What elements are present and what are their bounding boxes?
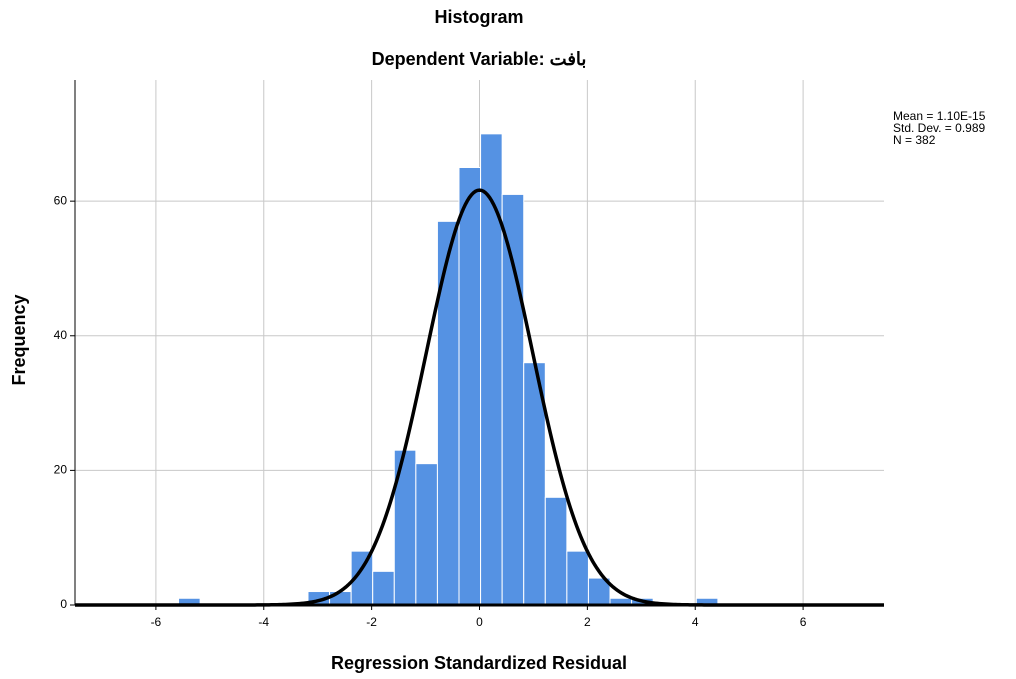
grid: [75, 80, 884, 606]
y-tick-label: 0: [60, 597, 67, 611]
bar: [566, 550, 589, 606]
y-tick-label: 20: [54, 463, 68, 477]
bar: [415, 463, 438, 606]
y-axis-label: Frequency: [9, 294, 29, 385]
bar: [329, 591, 352, 606]
stats-text: N = 382: [893, 133, 936, 147]
stats-text: Std. Dev. = 0.989: [893, 121, 985, 135]
y-tick-label: 60: [54, 193, 68, 207]
x-tick-label: 2: [584, 615, 591, 629]
x-tick-label: -6: [151, 615, 162, 629]
x-tick-label: -4: [258, 615, 269, 629]
x-tick-label: 6: [800, 615, 807, 629]
x-tick-label: -2: [366, 615, 377, 629]
bar: [480, 133, 503, 606]
x-tick-label: 4: [692, 615, 699, 629]
bar: [372, 570, 395, 606]
chart-title: Histogram: [434, 7, 523, 27]
stats-text: Mean = 1.10E-15: [893, 109, 986, 123]
x-axis-label: Regression Standardized Residual: [331, 653, 627, 673]
x-tick-label: 0: [476, 615, 483, 629]
bar: [544, 496, 568, 606]
chart-subtitle: Dependent Variable: بافت: [372, 49, 587, 69]
bar: [436, 220, 460, 606]
bar: [458, 167, 482, 606]
y-tick-label: 40: [54, 328, 68, 342]
bar: [501, 193, 525, 606]
bars: [178, 133, 719, 606]
